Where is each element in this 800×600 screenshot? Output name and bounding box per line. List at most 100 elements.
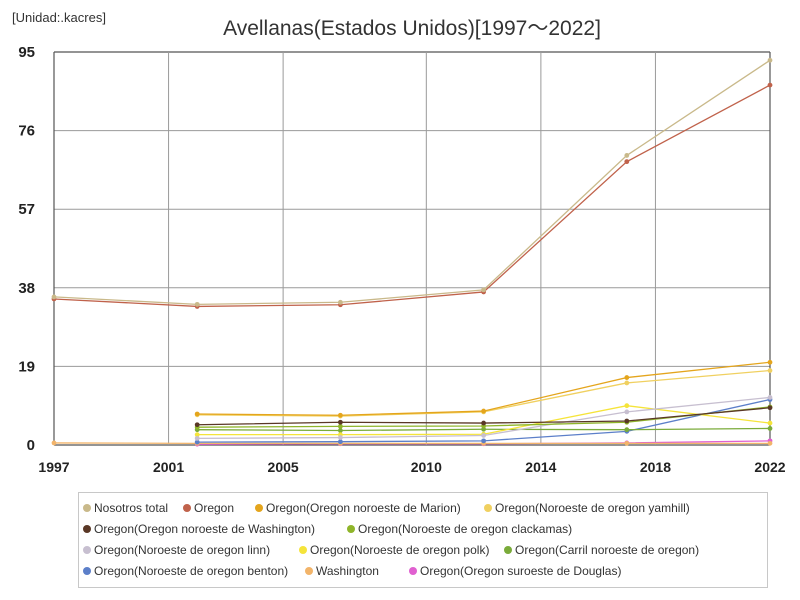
legend-item: Oregon(Oregon noroeste de Marion) bbox=[255, 501, 461, 515]
data-point bbox=[338, 299, 343, 305]
legend-label: Oregon(Noroeste de oregon yamhill) bbox=[495, 501, 690, 515]
x-tick-label: 2010 bbox=[411, 459, 442, 475]
series-line bbox=[53, 59, 771, 305]
series-oregon-oregon-noroeste-de-marion- bbox=[194, 359, 773, 418]
x-tick-label: 1997 bbox=[38, 459, 69, 475]
data-point bbox=[767, 395, 773, 400]
legend-label: Oregon(Oregon noroeste de Washington) bbox=[94, 522, 316, 536]
data-point bbox=[481, 426, 486, 432]
legend-label: Nosotros total bbox=[94, 501, 169, 515]
x-tick-label: 2018 bbox=[640, 459, 671, 475]
data-point bbox=[338, 423, 343, 429]
data-point bbox=[481, 420, 486, 426]
data-point bbox=[194, 439, 200, 445]
legend-marker bbox=[83, 504, 91, 512]
data-point bbox=[624, 409, 630, 415]
legend-marker bbox=[83, 546, 91, 554]
legend-label: Oregon bbox=[194, 501, 235, 515]
data-point bbox=[194, 432, 200, 438]
legend-marker bbox=[305, 567, 313, 575]
data-point bbox=[624, 159, 630, 165]
legend-marker bbox=[504, 546, 512, 554]
data-point bbox=[767, 420, 773, 426]
series-line bbox=[53, 84, 771, 308]
data-point bbox=[624, 418, 630, 424]
data-point bbox=[481, 438, 486, 444]
legend-marker bbox=[255, 504, 263, 512]
y-tick-label: 38 bbox=[18, 280, 35, 297]
data-point bbox=[194, 411, 200, 417]
legend-item: Oregon(Noroeste de oregon yamhill) bbox=[484, 501, 690, 515]
unit-label: [Unidad:.kacres] bbox=[12, 10, 106, 25]
line-chart: Avellanas(Estados Unidos)[1997～2022] 019… bbox=[18, 17, 785, 475]
legend-item: Oregon bbox=[183, 501, 234, 515]
legend-item: Oregon(Noroeste de oregon clackamas) bbox=[347, 522, 572, 536]
legend-label: Oregon(Noroeste de oregon clackamas) bbox=[358, 522, 573, 536]
legend-marker bbox=[409, 567, 417, 575]
data-point bbox=[767, 426, 773, 431]
y-tick-label: 57 bbox=[18, 201, 35, 218]
legend-item: Nosotros total bbox=[83, 501, 168, 515]
legend-marker bbox=[183, 504, 191, 512]
legend-label: Oregon(Noroeste de oregon linn) bbox=[94, 543, 271, 557]
data-point bbox=[338, 412, 343, 418]
legend-item: Oregon(Oregon suroeste de Douglas) bbox=[409, 564, 621, 578]
data-point bbox=[338, 435, 343, 440]
data-point bbox=[624, 375, 630, 380]
data-point bbox=[481, 433, 486, 438]
series-oregon-noroeste-de-oregon-linn- bbox=[194, 395, 773, 441]
data-point bbox=[194, 422, 200, 428]
data-point bbox=[338, 439, 343, 445]
data-point bbox=[767, 359, 773, 365]
series-oregon bbox=[51, 82, 773, 309]
data-point bbox=[338, 419, 343, 425]
data-point bbox=[338, 428, 343, 433]
legend-item: Washington bbox=[305, 564, 379, 578]
series-oregon-noroeste-de-oregon-polk- bbox=[194, 403, 773, 438]
legend-label: Oregon(Noroeste de oregon benton) bbox=[94, 564, 289, 578]
legend-marker bbox=[83, 525, 91, 533]
legend-label: Washington bbox=[316, 564, 379, 578]
chart-title: Avellanas(Estados Unidos)[1997～2022] bbox=[223, 17, 601, 40]
data-point bbox=[767, 368, 773, 373]
data-point bbox=[51, 294, 57, 300]
legend-marker bbox=[347, 525, 355, 533]
data-point bbox=[51, 440, 57, 446]
data-point bbox=[767, 405, 773, 411]
y-tick-label: 76 bbox=[18, 123, 35, 140]
legend-label: Oregon(Oregon suroeste de Douglas) bbox=[420, 564, 622, 578]
legend-item: Oregon(Noroeste de oregon linn) bbox=[83, 543, 270, 557]
x-tick-label: 2014 bbox=[525, 459, 556, 475]
legend-marker bbox=[484, 504, 492, 512]
data-point bbox=[624, 380, 630, 386]
series-nosotros-total bbox=[51, 57, 773, 307]
legend-label: Oregon(Noroeste de oregon polk) bbox=[310, 543, 490, 557]
data-point bbox=[767, 57, 773, 63]
legend-marker bbox=[83, 567, 91, 575]
series-oregon-noroeste-de-oregon-clackamas- bbox=[194, 404, 773, 430]
data-point bbox=[624, 440, 630, 446]
x-tick-label: 2005 bbox=[268, 459, 299, 475]
legend-marker bbox=[299, 546, 307, 554]
y-tick-label: 19 bbox=[18, 358, 35, 375]
legend-label: Oregon(Oregon noroeste de Marion) bbox=[266, 501, 461, 515]
series-oregon-oregon-noroeste-de-washington- bbox=[194, 405, 773, 428]
data-point bbox=[481, 287, 486, 293]
data-point bbox=[194, 301, 200, 307]
x-tick-label: 2022 bbox=[754, 459, 785, 475]
data-point bbox=[767, 440, 773, 446]
legend-item: Oregon(Noroeste de oregon polk) bbox=[299, 543, 489, 557]
axis-ticks: 0 19 38 57 76 95 1997 2001 2005 2010 2014 2018 2022 bbox=[18, 44, 785, 475]
grid-lines bbox=[53, 51, 771, 446]
data-point bbox=[481, 408, 486, 414]
data-point bbox=[624, 403, 630, 409]
y-tick-label: 0 bbox=[27, 437, 35, 454]
legend-item: Oregon(Oregon noroeste de Washington) bbox=[83, 522, 315, 536]
legend-item: Oregon(Noroeste de oregon benton) bbox=[83, 564, 288, 578]
legend: Nosotros total Oregon Oregon(Oregon noroes… bbox=[78, 492, 768, 588]
series-lines bbox=[51, 57, 773, 447]
legend-item: Oregon(Carril noroeste de oregon) bbox=[504, 543, 699, 557]
y-tick-label: 95 bbox=[18, 44, 35, 61]
legend-label: Oregon(Carril noroeste de oregon) bbox=[515, 543, 700, 557]
data-point bbox=[624, 427, 630, 433]
